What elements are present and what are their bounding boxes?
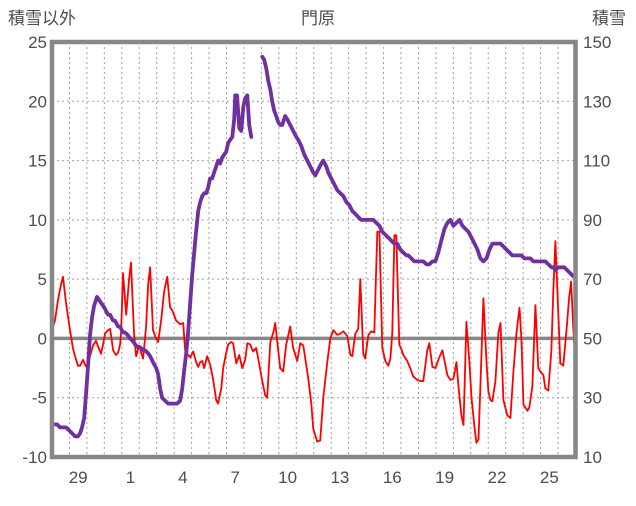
right-axis-tick-label: 150	[583, 33, 611, 52]
left-axis-title: 積雪以外	[8, 9, 76, 28]
chart-title: 門原	[301, 9, 335, 28]
right-axis-tick-label: 130	[583, 92, 611, 111]
x-axis-tick-label: 4	[178, 468, 187, 487]
right-axis-tick-label: 70	[583, 270, 602, 289]
series-line-left	[52, 230, 577, 444]
left-axis-tick-label: 15	[28, 152, 47, 171]
right-axis-tick-label: 10	[583, 448, 602, 467]
x-axis-tick-label: 1	[126, 468, 135, 487]
left-axis-tick-label: 25	[28, 33, 47, 52]
right-axis-tick-label: 50	[583, 329, 602, 348]
left-axis-tick-label: 5	[38, 270, 47, 289]
x-axis-tick-label: 7	[230, 468, 239, 487]
left-axis-tick-label: 10	[28, 211, 47, 230]
right-axis-tick-label: 30	[583, 389, 602, 408]
left-axis-tick-label: -10	[22, 448, 47, 467]
x-axis-tick-label: 22	[488, 468, 507, 487]
plot-border	[49, 39, 578, 460]
right-axis-tick-label: 110	[583, 152, 610, 171]
left-axis-tick-label: 20	[28, 92, 47, 111]
x-axis-tick-label: 25	[540, 468, 559, 487]
left-axis-tick-label: 0	[38, 329, 47, 348]
left-axis-tick-label: -5	[32, 389, 47, 408]
x-axis-tick-label: 19	[435, 468, 454, 487]
right-axis-title: 積雪	[592, 9, 626, 28]
x-axis-tick-label: 13	[330, 468, 349, 487]
right-axis-tick-label: 90	[583, 211, 602, 230]
x-axis-tick-label: 29	[69, 468, 88, 487]
x-axis-tick-label: 10	[278, 468, 297, 487]
x-axis-tick-label: 16	[383, 468, 402, 487]
series-line-right	[51, 54, 578, 439]
